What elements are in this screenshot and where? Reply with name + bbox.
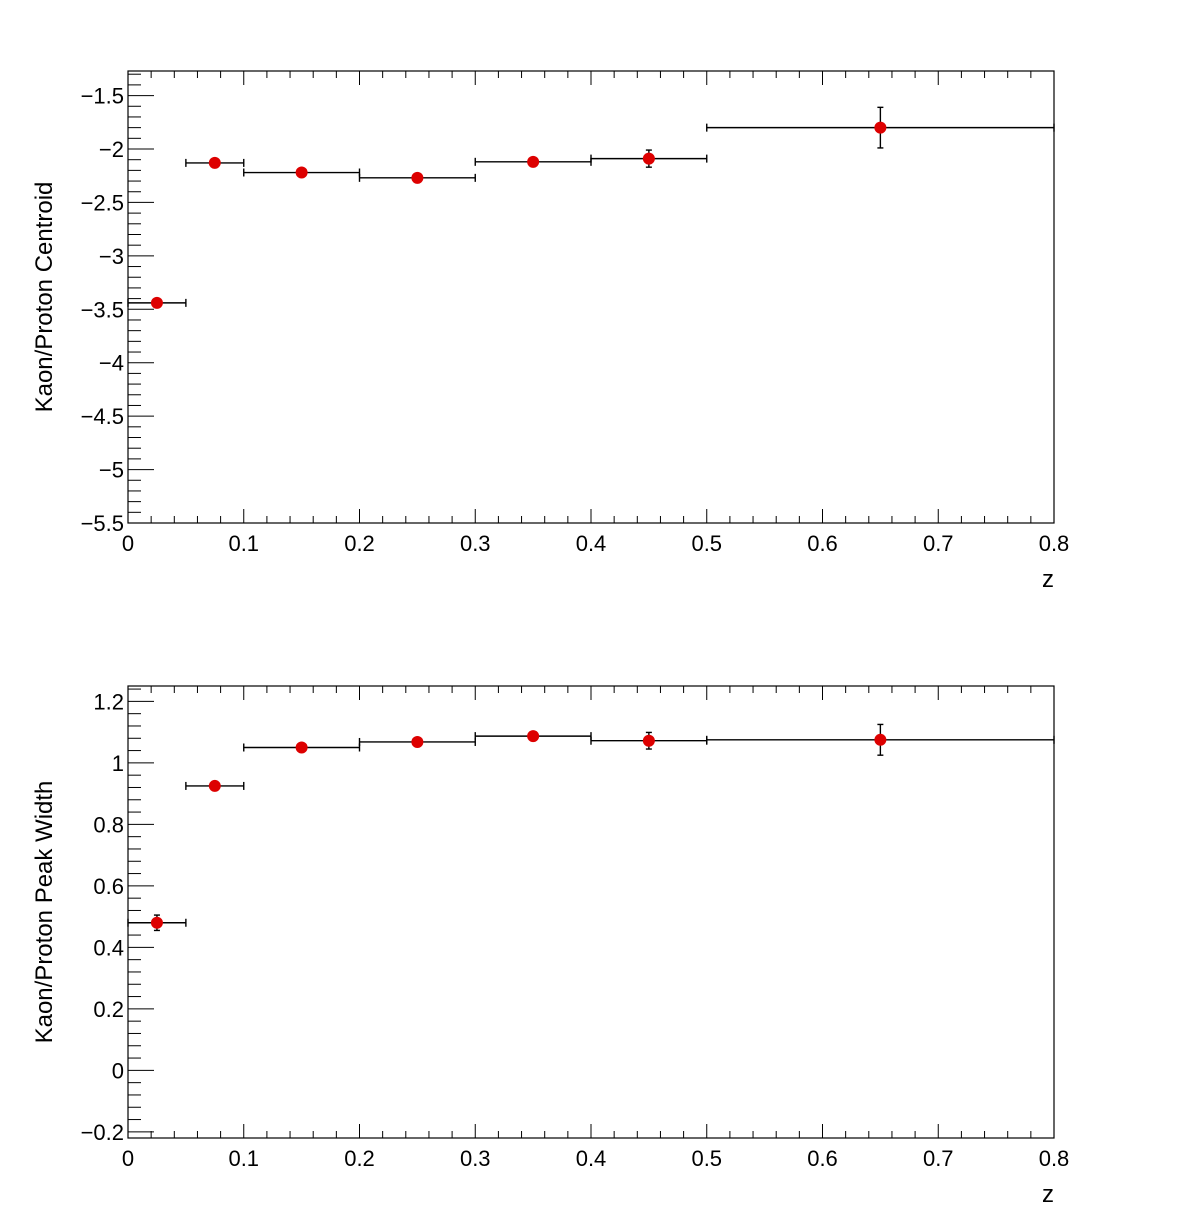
y-tick-label: −0.2: [81, 1120, 124, 1145]
x-tick-label: 0.7: [923, 531, 954, 556]
data-point: [127, 914, 187, 932]
data-marker: [295, 166, 308, 179]
y-tick-label: −5.5: [81, 511, 124, 536]
data-point: [243, 166, 361, 179]
y-tick-label: −2.5: [81, 190, 124, 215]
y-tick-label: 0.2: [93, 997, 124, 1022]
x-tick-label: 0.2: [344, 531, 375, 556]
data-marker: [642, 152, 655, 165]
data-marker: [642, 734, 655, 747]
data-point: [590, 149, 708, 168]
y-tick-label: 1.2: [93, 689, 124, 714]
x-tick-label: 0: [122, 531, 134, 556]
y-tick-label: −3.5: [81, 297, 124, 322]
x-tick-label: 0.6: [807, 531, 838, 556]
x-tick-label: 0.3: [460, 531, 491, 556]
y-tick-label: −4.5: [81, 404, 124, 429]
data-marker: [527, 155, 540, 168]
y-tick-label: 0.4: [93, 935, 124, 960]
x-axis-title: z: [1042, 1181, 1054, 1208]
data-point: [474, 155, 592, 168]
y-axis-title: Kaon/Proton Peak Width: [31, 781, 58, 1044]
x-tick-label: 0.8: [1039, 1146, 1070, 1171]
plot-frame: [127, 685, 1055, 1139]
x-tick-label: 0.5: [691, 1146, 722, 1171]
x-tick-label: 0.4: [576, 531, 607, 556]
data-marker: [208, 156, 221, 169]
y-axis-title: Kaon/Proton Centroid: [31, 182, 58, 413]
x-tick-label: 0.7: [923, 1146, 954, 1171]
x-tick-label: 0.1: [228, 531, 259, 556]
y-tick-label: 0.8: [93, 812, 124, 837]
data-point: [185, 156, 245, 169]
data-marker: [295, 741, 308, 754]
data-point: [243, 741, 361, 754]
data-point: [706, 106, 1055, 149]
data-marker: [527, 730, 540, 743]
data-marker: [208, 779, 221, 792]
y-tick-label: −2: [99, 137, 124, 162]
y-tick-label: −3: [99, 244, 124, 269]
data-point: [474, 730, 592, 743]
x-tick-label: 0.1: [228, 1146, 259, 1171]
plot-frame: [127, 70, 1055, 524]
y-tick-label: 0.6: [93, 874, 124, 899]
data-point: [590, 731, 708, 750]
y-tick-label: −4: [99, 351, 124, 376]
data-point: [127, 296, 187, 309]
x-tick-label: 0.5: [691, 531, 722, 556]
x-tick-label: 0.2: [344, 1146, 375, 1171]
x-tick-label: 0: [122, 1146, 134, 1171]
chart-panel-1: 0 0.1 0.2 0.3 0.4 0.5 0.6 0.7 0.8 −5.5 −5 −4.5 −4 −3.…: [31, 70, 1070, 593]
data-marker: [150, 916, 163, 929]
chart-panel-2: 0 0.1 0.2 0.3 0.4 0.5 0.6 0.7 0.8−0.200.20.40.60…: [31, 685, 1070, 1208]
data-point: [185, 779, 245, 792]
x-axis-title: z: [1042, 566, 1054, 593]
y-tick-label: −1.5: [81, 84, 124, 109]
data-marker: [150, 296, 163, 309]
data-point: [358, 171, 476, 184]
data-marker: [411, 735, 424, 748]
y-tick-label: 0: [112, 1058, 124, 1083]
data-point: [358, 735, 476, 748]
x-tick-label: 0.3: [460, 1146, 491, 1171]
x-tick-label: 0.4: [576, 1146, 607, 1171]
data-marker: [411, 171, 424, 184]
y-tick-label: −5: [99, 458, 124, 483]
data-marker: [874, 121, 887, 134]
data-marker: [874, 733, 887, 746]
data-point: [706, 723, 1055, 756]
x-tick-label: 0.8: [1039, 531, 1070, 556]
x-tick-label: 0.6: [807, 1146, 838, 1171]
y-tick-label: 1: [112, 751, 124, 776]
